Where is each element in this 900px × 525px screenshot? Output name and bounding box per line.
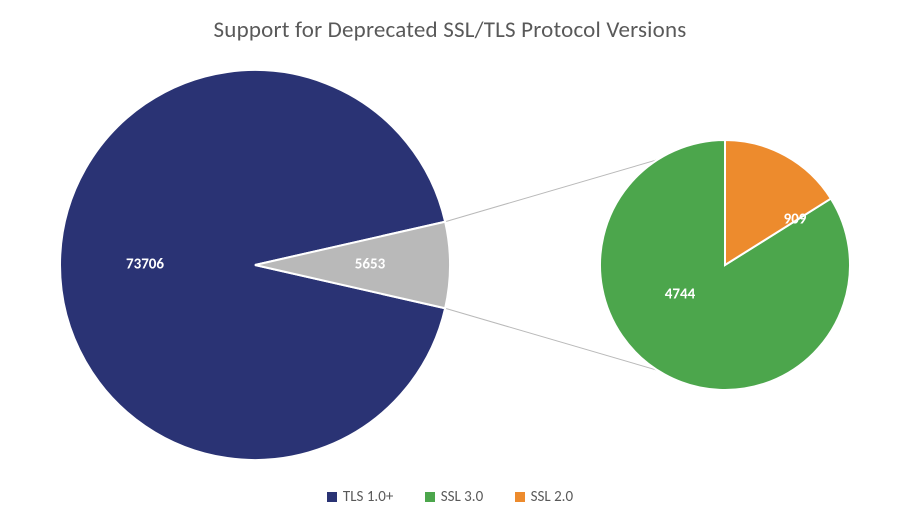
legend-item-ssl3: SSL 3.0	[425, 488, 483, 506]
pie-of-pie-svg: 73706 5653 4744 909	[0, 55, 900, 475]
chart-container: Support for Deprecated SSL/TLS Protocol …	[0, 0, 900, 525]
legend-swatch	[327, 492, 337, 502]
chart-title: Support for Deprecated SSL/TLS Protocol …	[0, 16, 900, 44]
legend-label: TLS 1.0+	[343, 488, 393, 506]
legend-item-ssl2: SSL 2.0	[515, 488, 573, 506]
svg-text:5653: 5653	[355, 256, 386, 274]
legend-item-tls: TLS 1.0+	[327, 488, 393, 506]
svg-text:4744: 4744	[665, 286, 696, 304]
svg-text:73706: 73706	[126, 256, 164, 274]
svg-text:909: 909	[784, 211, 807, 229]
legend-swatch	[515, 492, 525, 502]
legend: TLS 1.0+ SSL 3.0 SSL 2.0	[0, 488, 900, 507]
chart-area: 73706 5653 4744 909	[0, 55, 900, 475]
legend-label: SSL 2.0	[531, 488, 573, 506]
legend-swatch	[425, 492, 435, 502]
legend-label: SSL 3.0	[441, 488, 483, 506]
